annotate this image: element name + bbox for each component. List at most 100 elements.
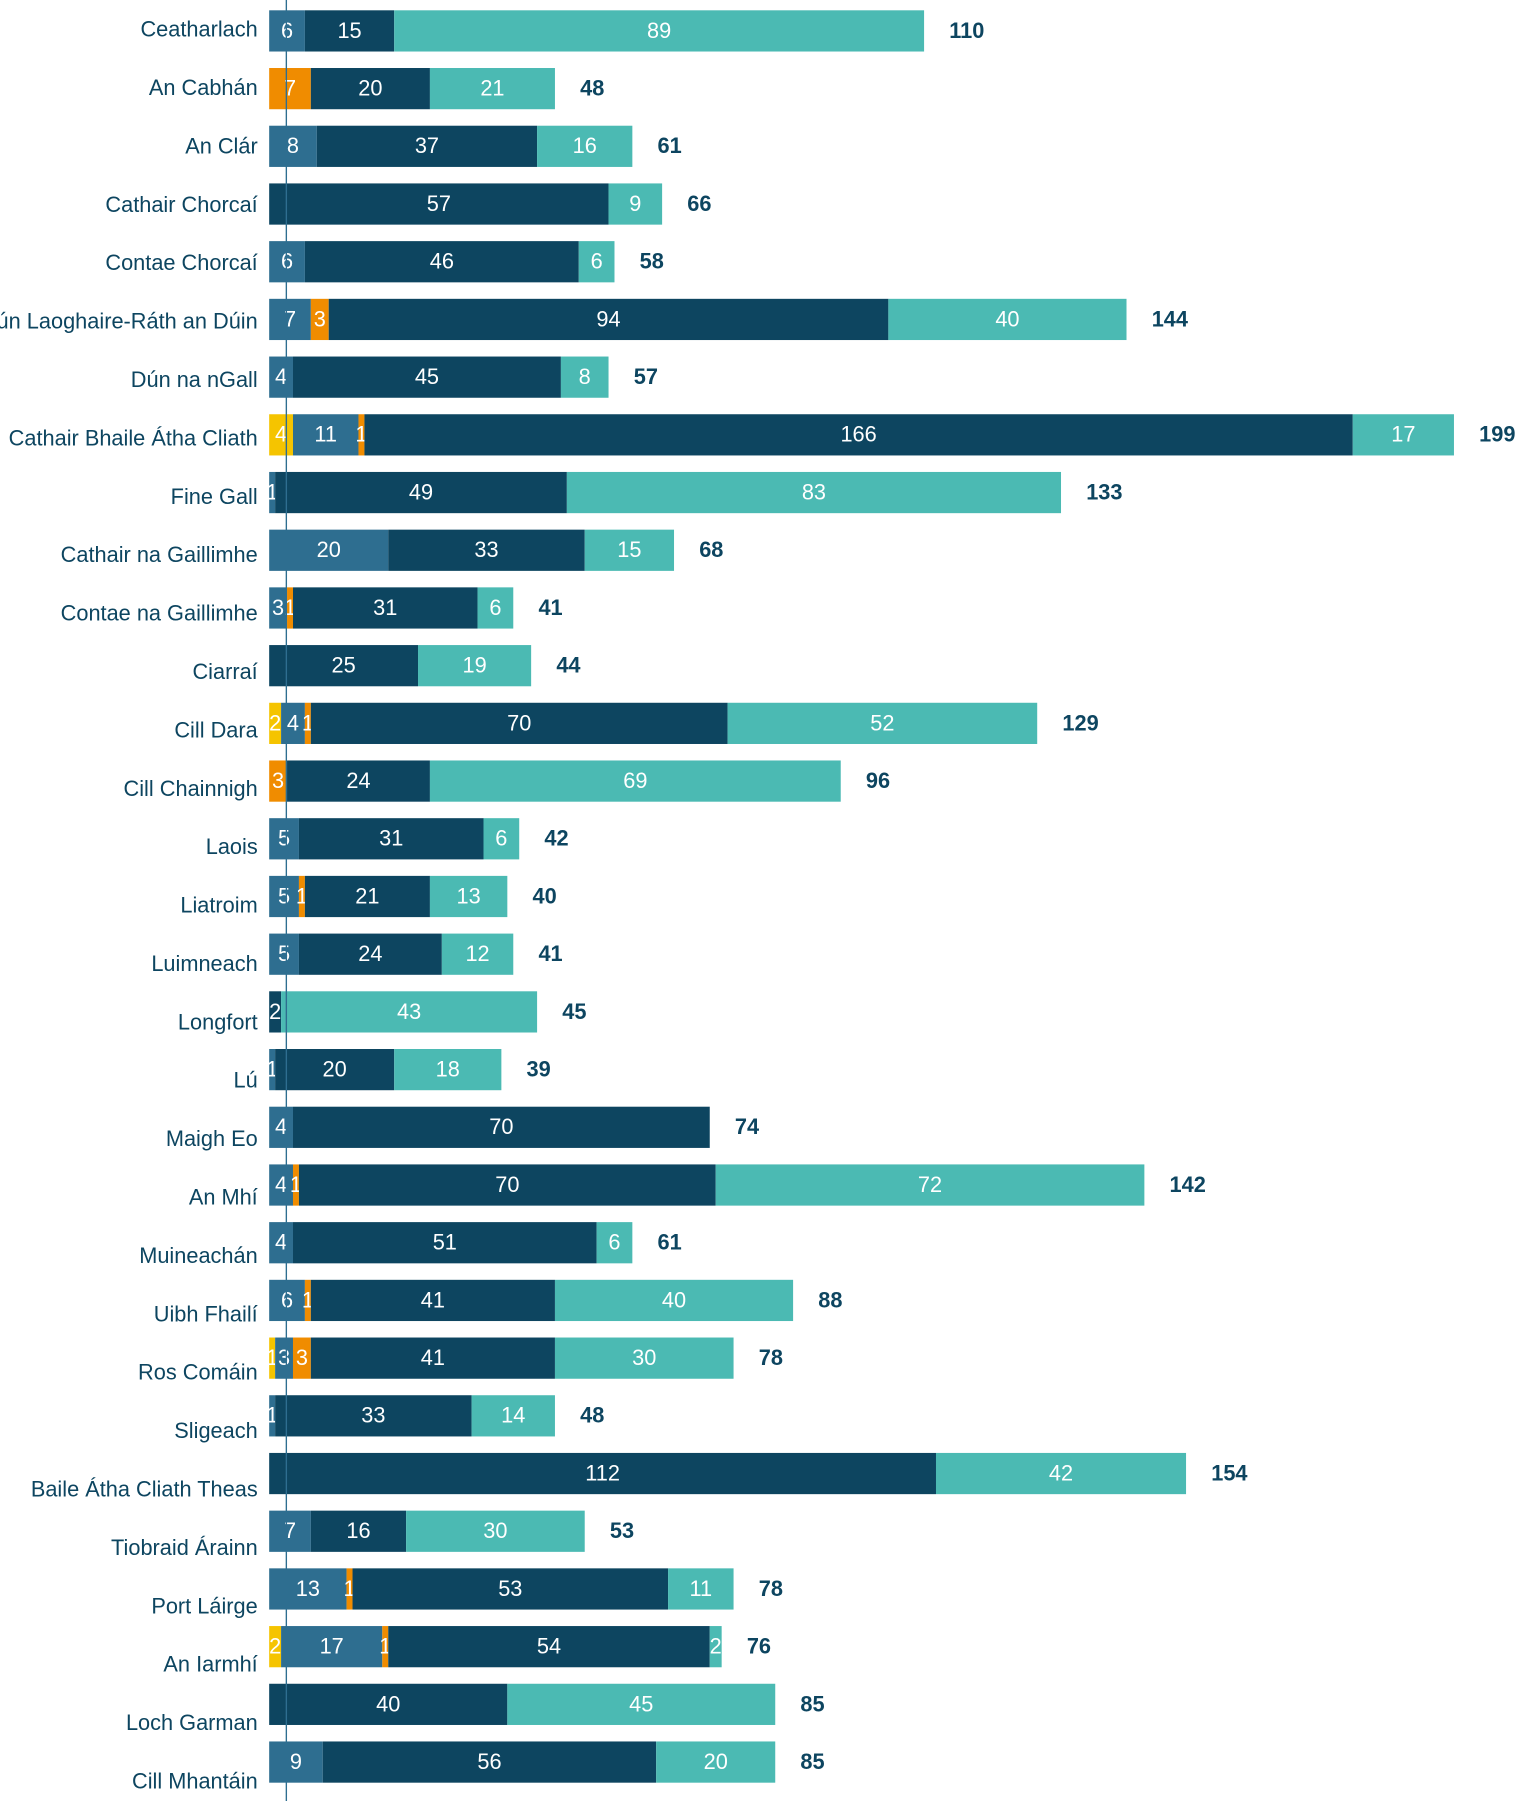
category-label: Laois	[206, 834, 258, 859]
bar-segment	[471, 1395, 555, 1437]
total-label: 142	[1170, 1172, 1206, 1197]
total-label: 74	[735, 1114, 759, 1139]
bar-segment	[269, 587, 288, 629]
bar-segment	[275, 1048, 395, 1091]
category-label: Cill Dara	[174, 717, 258, 742]
bar-segment	[269, 1626, 282, 1668]
bar-segment	[888, 298, 1127, 341]
segment-label: 4	[287, 710, 299, 735]
segment-label: 21	[355, 883, 379, 908]
bar-segment	[287, 587, 293, 629]
segment-label: 94	[596, 306, 620, 331]
bar-segment	[346, 1568, 353, 1610]
category-label: An Cabhán	[149, 75, 258, 100]
bar-segment	[429, 68, 555, 110]
total-label: 42	[544, 826, 568, 851]
bar-segment	[269, 818, 299, 860]
segment-label: 2	[269, 1634, 281, 1659]
bar-segment	[269, 356, 293, 398]
bar-segment	[388, 529, 585, 571]
total-label: 199	[1479, 422, 1515, 447]
category-label: Maigh Eo	[166, 1126, 258, 1151]
bar-segment	[483, 818, 520, 860]
segment-label: 4	[275, 1230, 287, 1255]
segment-label: 13	[457, 883, 481, 908]
bar-segment	[507, 1683, 776, 1725]
category-label: Cathair Bhaile Átha Cliath	[9, 425, 258, 450]
bar-segment	[292, 1337, 311, 1379]
segment-label: 3	[314, 306, 326, 331]
segment-label: 3	[272, 768, 284, 793]
segment-label: 6	[281, 249, 293, 274]
bar-segment	[275, 1395, 472, 1437]
segment-label: 4	[275, 422, 287, 447]
total-label: 61	[658, 133, 682, 158]
bar-segment	[269, 529, 389, 571]
category-label: Cill Chainnigh	[124, 776, 258, 801]
segment-label: 53	[498, 1576, 522, 1601]
segment-label: 6	[591, 249, 603, 274]
total-label: 144	[1152, 306, 1188, 331]
segment-label: 40	[662, 1287, 686, 1312]
bar-segment	[298, 875, 305, 918]
segment-label: 45	[415, 364, 439, 389]
bar-segment	[269, 471, 276, 514]
segment-label: 45	[629, 1691, 653, 1716]
bar-segment	[292, 1222, 597, 1264]
category-label: Tiobraid Árainn	[111, 1535, 258, 1560]
segment-label: 11	[314, 422, 337, 447]
total-label: 129	[1062, 710, 1098, 735]
bar-segment	[269, 68, 311, 110]
category-label: Cathair na Gaillimhe	[61, 542, 258, 567]
total-label: 45	[562, 999, 586, 1024]
total-label: 133	[1086, 479, 1122, 504]
segment-label: 33	[361, 1403, 385, 1428]
segment-label: 83	[802, 479, 826, 504]
segment-label: 8	[287, 133, 299, 158]
segment-label: 112	[585, 1460, 620, 1485]
segment-label: 89	[647, 18, 671, 43]
bar-segment	[281, 1626, 383, 1668]
segment-label: 12	[465, 941, 489, 966]
category-label: Contae na Gaillimhe	[61, 601, 258, 626]
segment-label: 16	[573, 133, 597, 158]
total-label: 39	[527, 1057, 551, 1082]
bar-segment	[269, 183, 609, 225]
bar-segment	[560, 356, 609, 398]
bar-segment	[292, 1106, 710, 1148]
segment-label: 17	[1391, 422, 1415, 447]
bar-segment	[292, 1164, 299, 1206]
bar-segment	[269, 875, 299, 918]
bar-segment	[292, 414, 359, 456]
bar-segment	[429, 760, 841, 802]
bar-segment	[269, 298, 311, 341]
segment-label: 42	[1049, 1460, 1073, 1485]
bar-segment	[304, 702, 311, 744]
category-label: Sligeach	[174, 1418, 257, 1443]
bar-segment	[269, 1164, 293, 1206]
category-label: An Mhí	[189, 1185, 258, 1210]
bar-segment	[566, 471, 1062, 514]
segment-label: 6	[281, 18, 293, 43]
category-label: Fine Gall	[171, 484, 258, 509]
bar-segment	[269, 702, 282, 744]
bar-segment	[304, 1279, 311, 1322]
bar-segment	[656, 1741, 776, 1783]
segment-label: 14	[501, 1403, 525, 1428]
bar-segment	[584, 529, 675, 571]
bar-segment	[477, 587, 514, 629]
segment-label: 4	[275, 1172, 287, 1197]
segment-label: 24	[346, 768, 370, 793]
category-label: Cill Mhantáin	[132, 1768, 258, 1793]
bar-segment	[418, 645, 532, 687]
bar-segment	[382, 1626, 389, 1668]
segment-label: 49	[409, 479, 433, 504]
segment-label: 20	[358, 76, 382, 101]
total-label: 53	[610, 1518, 634, 1543]
segment-label: 18	[436, 1057, 460, 1082]
category-label: Dún na nGall	[131, 367, 258, 392]
bar-segment	[310, 68, 430, 110]
segment-label: 54	[537, 1634, 561, 1659]
bar-segment	[269, 1741, 323, 1783]
